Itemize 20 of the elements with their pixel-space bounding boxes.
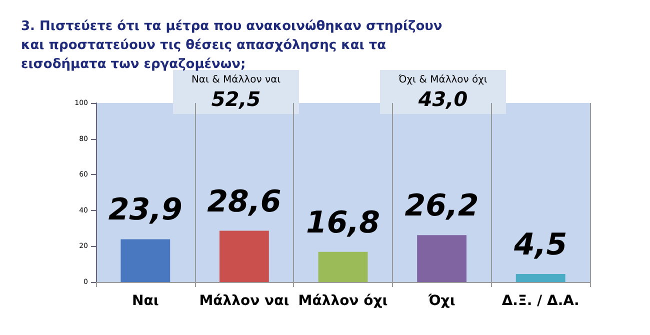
chart-title: 3. Πιστεύετε ότι τα μέτρα που ανακοινώθηκαν στηρίζουν και προστατεύουν τις θέσεις απασχόλησης και τα εισοδήματα των εργαζομένων;	[21, 19, 447, 72]
data-label: 23,9	[108, 192, 182, 228]
annotation: 43,0	[417, 87, 468, 111]
text: Ναι & Μάλλον ναι	[191, 74, 282, 86]
x-tick-label: Ναι	[132, 293, 159, 309]
bar	[318, 252, 368, 282]
x-tick-label: Όχι	[427, 293, 456, 309]
x-tick-label: Μάλλον ναι	[199, 293, 290, 309]
x-tick-label: Μάλλον όχι	[298, 293, 388, 309]
annotation: 52,5	[211, 87, 261, 111]
x-tick-label: Δ.Ξ. / Δ.Α.	[502, 293, 580, 309]
bar	[220, 230, 269, 282]
data-label: 4,5	[513, 227, 568, 262]
text: Όχι & Μάλλον όχι	[398, 74, 488, 86]
data-label: 28,6	[207, 184, 282, 220]
bar	[417, 235, 466, 282]
bar	[120, 239, 170, 282]
bar	[516, 274, 566, 282]
data-label: 26,2	[404, 188, 479, 224]
data-label: 16,8	[306, 205, 380, 240]
